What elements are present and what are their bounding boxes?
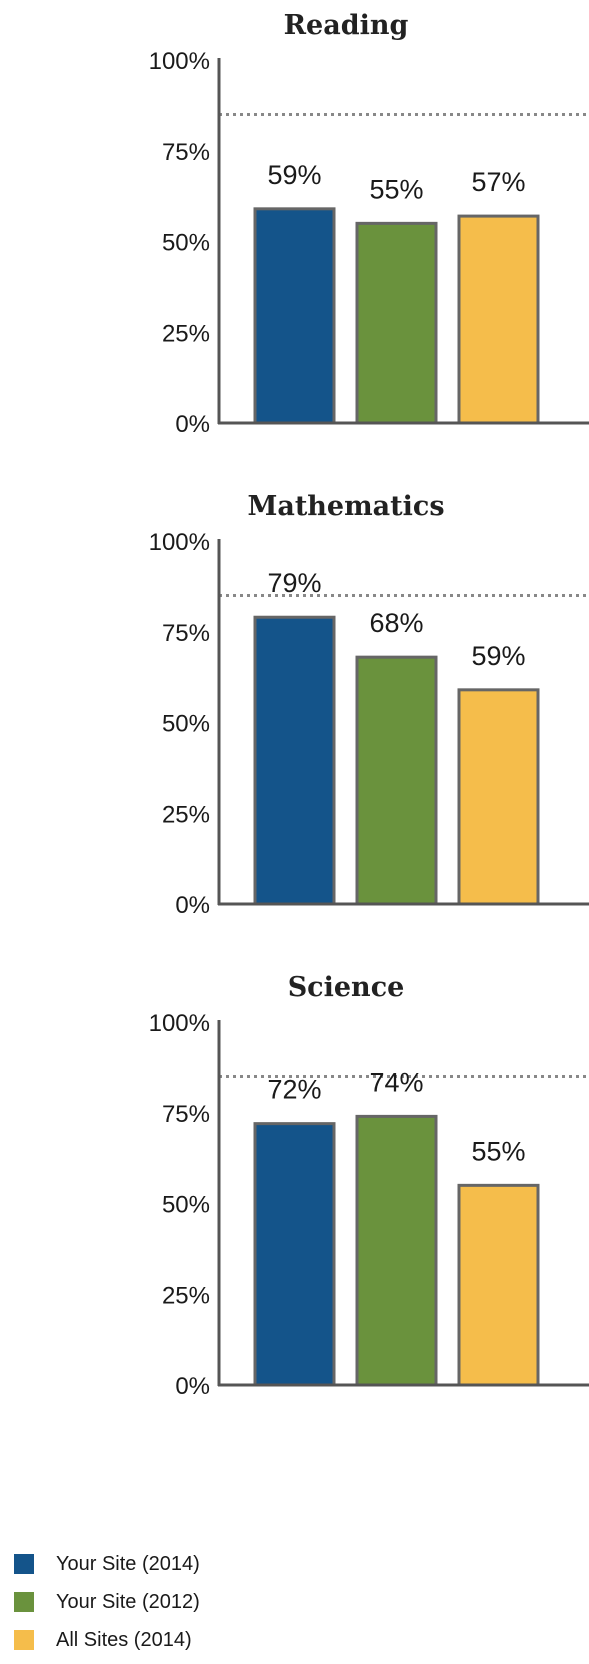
y-tick-label: 75% bbox=[162, 620, 210, 647]
y-tick-label: 100% bbox=[149, 48, 210, 75]
y-tick-label: 25% bbox=[162, 801, 210, 828]
bar-all-sites-2014 bbox=[457, 1183, 540, 1387]
chart-title-mathematics: Mathematics bbox=[247, 491, 444, 522]
legend-swatch bbox=[14, 1592, 34, 1612]
data-label: 68% bbox=[369, 608, 423, 638]
bar-your-site-2014 bbox=[253, 1122, 336, 1387]
legend-swatch bbox=[14, 1630, 34, 1650]
y-tick-label: 50% bbox=[162, 1192, 210, 1219]
data-label: 59% bbox=[267, 160, 321, 190]
legend-item-your-site-2012: Your Site (2012) bbox=[14, 1583, 200, 1621]
y-tick-label: 25% bbox=[162, 1282, 210, 1309]
y-tick-label: 100% bbox=[149, 529, 210, 556]
y-tick-label: 0% bbox=[175, 1373, 210, 1400]
legend-label: All Sites (2014) bbox=[56, 1628, 192, 1651]
y-tick-label: 50% bbox=[162, 230, 210, 257]
data-label: 57% bbox=[471, 167, 525, 197]
y-tick-label: 0% bbox=[175, 411, 210, 438]
data-label: 74% bbox=[369, 1067, 423, 1097]
data-label: 72% bbox=[267, 1075, 321, 1105]
y-tick-label: 100% bbox=[149, 1010, 210, 1037]
bar-all-sites-2014 bbox=[457, 214, 540, 425]
legend-item-your-site-2014: Your Site (2014) bbox=[14, 1545, 200, 1583]
legend: Your Site (2014) Your Site (2012) All Si… bbox=[14, 1545, 200, 1659]
bar-your-site-2012 bbox=[355, 1114, 438, 1387]
legend-label: Your Site (2014) bbox=[56, 1552, 200, 1575]
chart-title-reading: Reading bbox=[284, 10, 409, 41]
y-tick-label: 25% bbox=[162, 320, 210, 347]
legend-item-all-sites-2014: All Sites (2014) bbox=[14, 1621, 200, 1659]
legend-label: Your Site (2012) bbox=[56, 1590, 200, 1613]
chart-title-science: Science bbox=[288, 972, 405, 1003]
y-tick-label: 75% bbox=[162, 139, 210, 166]
bar-your-site-2012 bbox=[355, 655, 438, 906]
legend-swatch bbox=[14, 1554, 34, 1574]
bar-your-site-2014 bbox=[253, 207, 336, 425]
y-tick-label: 50% bbox=[162, 711, 210, 738]
bar-all-sites-2014 bbox=[457, 688, 540, 906]
bar-your-site-2012 bbox=[355, 221, 438, 425]
y-tick-label: 75% bbox=[162, 1101, 210, 1128]
data-label: 55% bbox=[369, 174, 423, 204]
data-label: 59% bbox=[471, 641, 525, 671]
y-tick-label: 0% bbox=[175, 892, 210, 919]
data-label: 55% bbox=[471, 1136, 525, 1166]
bar-your-site-2014 bbox=[253, 615, 336, 906]
data-label: 79% bbox=[267, 568, 321, 598]
